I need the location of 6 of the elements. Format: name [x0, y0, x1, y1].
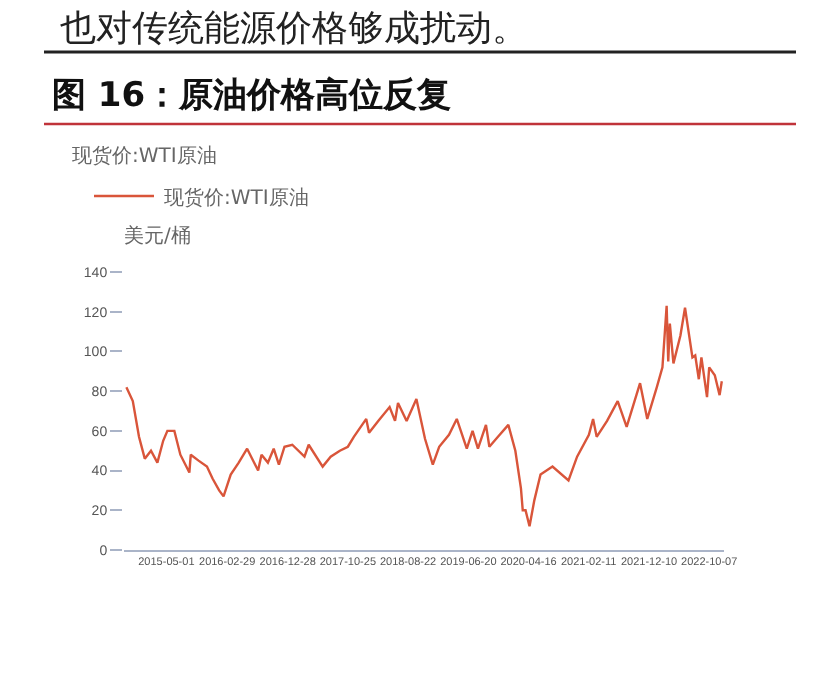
text: 也对传统能源价格够成扰动。 [60, 8, 528, 50]
y-axis-title: 美元/桶 [124, 224, 191, 248]
legend-label: 现货价:WTI原油 [164, 185, 309, 210]
chart-subtitle: 现货价:WTI原油 [72, 144, 217, 168]
chart-title: 图 16：原油价格高位反复 [52, 76, 452, 116]
line-series [125, 304, 723, 528]
